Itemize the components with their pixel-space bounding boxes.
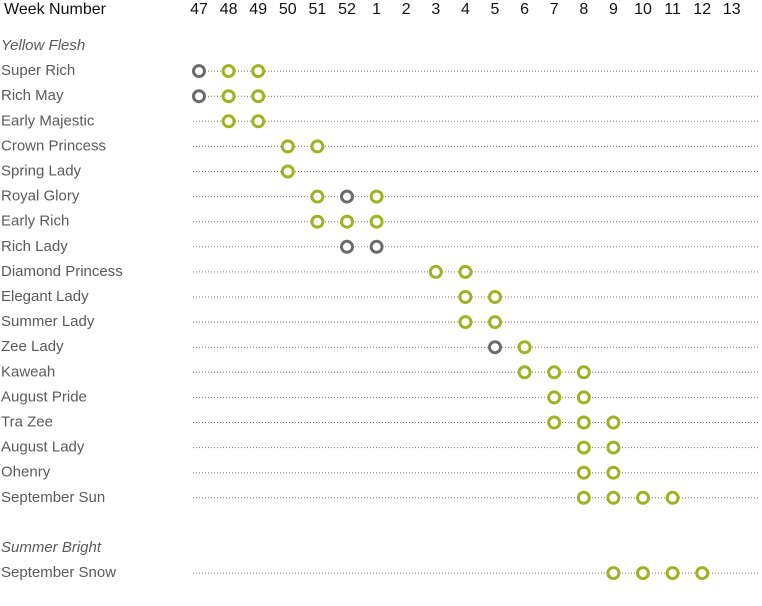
row-label: Tra Zee: [1, 413, 53, 430]
week-dot: [606, 566, 621, 581]
week-label: 3: [431, 1, 440, 18]
week-dot: [517, 365, 532, 380]
row-label: Kaweah: [1, 363, 55, 380]
week-dot: [636, 490, 650, 505]
week-dot: [310, 139, 325, 154]
row-label: Early Rich: [1, 213, 69, 230]
week-dot: [606, 440, 621, 455]
week-dot: [280, 164, 295, 179]
week-dot: [488, 340, 502, 355]
week-dot: [251, 64, 266, 79]
week-dot: [221, 114, 236, 129]
week-label: 9: [609, 1, 618, 18]
row-label: Diamond Princess: [1, 263, 123, 280]
week-label: 52: [338, 1, 356, 18]
week-dot: [310, 214, 325, 229]
week-label: 4: [461, 1, 470, 18]
week-dot: [665, 566, 680, 581]
week-dot: [606, 465, 621, 480]
week-dot: [458, 290, 473, 304]
week-dot: [606, 490, 621, 505]
week-dot: [636, 566, 650, 581]
week-label: 47: [190, 1, 208, 18]
week-dot: [310, 189, 325, 204]
week-dot: [576, 465, 591, 480]
week-dot: [280, 139, 295, 154]
week-dot: [221, 64, 236, 79]
row-label: Spring Lady: [1, 162, 82, 179]
group-title: Yellow Flesh: [1, 37, 85, 54]
row-label: Elegant Lady: [1, 288, 89, 305]
week-label: 6: [520, 1, 529, 18]
week-label: 8: [579, 1, 588, 18]
week-dot: [547, 365, 562, 380]
row-label: Super Rich: [1, 62, 75, 79]
row-label: Summer Lady: [1, 313, 95, 330]
week-label: 10: [634, 1, 652, 18]
week-dot: [517, 340, 532, 355]
header-label: Week Number: [4, 1, 107, 18]
week-dot: [665, 490, 680, 505]
week-dot: [369, 214, 384, 229]
week-label: 1: [372, 1, 381, 18]
week-label: 50: [279, 1, 297, 18]
week-label: 11: [664, 1, 681, 18]
week-dot: [369, 239, 384, 254]
week-dot: [428, 264, 443, 279]
row-label: Zee Lady: [1, 338, 64, 355]
row-label: Rich Lady: [1, 238, 68, 255]
week-dot: [340, 189, 354, 204]
week-label: 2: [402, 1, 411, 18]
week-dot: [576, 440, 591, 455]
week-label: 51: [309, 1, 327, 18]
week-dot: [221, 89, 236, 104]
row-label: Ohenry: [1, 464, 51, 481]
week-label: 7: [550, 1, 559, 18]
week-label: 12: [693, 1, 711, 18]
week-dot: [576, 490, 591, 505]
week-dot: [251, 89, 266, 104]
week-dot: [576, 390, 591, 405]
week-dot: [369, 189, 384, 204]
row-label: Royal Glory: [1, 188, 80, 205]
week-dot: [340, 239, 354, 254]
row-label: September Sun: [1, 489, 105, 506]
week-label: 5: [491, 1, 500, 18]
week-dot: [488, 315, 502, 330]
week-dot: [488, 290, 502, 304]
row-label: September Snow: [1, 564, 116, 581]
week-dot: [251, 114, 266, 129]
row-label: Rich May: [1, 87, 64, 104]
week-dot: [695, 566, 710, 581]
week-dot: [458, 315, 473, 330]
week-dot: [606, 415, 621, 430]
week-dot: [192, 64, 206, 79]
week-dot: [547, 415, 562, 430]
row-label: August Pride: [1, 388, 87, 405]
week-label: 49: [249, 1, 267, 18]
week-dot: [458, 264, 473, 279]
row-label: August Lady: [1, 439, 85, 456]
week-dot: [192, 89, 206, 104]
row-label: Crown Princess: [1, 137, 106, 154]
week-dot: [576, 365, 591, 380]
week-dot: [547, 390, 562, 405]
row-label: Early Majestic: [1, 112, 95, 129]
group-title: Summer Bright: [1, 539, 102, 556]
week-dot: [340, 214, 354, 229]
week-dot: [576, 415, 591, 430]
week-label: 48: [220, 1, 238, 18]
week-label: 13: [723, 1, 741, 18]
